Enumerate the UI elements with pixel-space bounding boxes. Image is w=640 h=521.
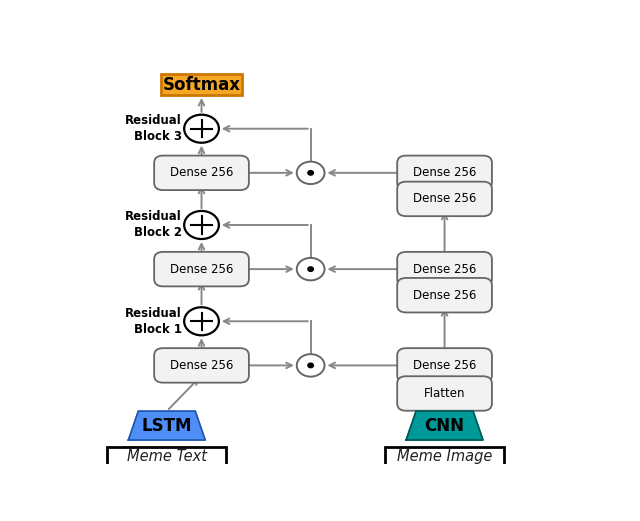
Circle shape xyxy=(308,267,314,271)
Polygon shape xyxy=(129,411,205,440)
Circle shape xyxy=(184,115,219,143)
FancyBboxPatch shape xyxy=(397,182,492,216)
Circle shape xyxy=(297,354,324,377)
Text: LSTM: LSTM xyxy=(141,417,192,435)
Text: Residual
Block 2: Residual Block 2 xyxy=(125,210,182,240)
Text: Flatten: Flatten xyxy=(424,387,465,400)
Circle shape xyxy=(308,170,314,175)
Circle shape xyxy=(184,307,219,336)
FancyBboxPatch shape xyxy=(397,348,492,382)
FancyBboxPatch shape xyxy=(397,278,492,313)
Text: Dense 256: Dense 256 xyxy=(413,192,476,205)
Circle shape xyxy=(308,363,314,368)
FancyBboxPatch shape xyxy=(397,156,492,190)
Text: Dense 256: Dense 256 xyxy=(170,166,233,179)
Text: Residual
Block 3: Residual Block 3 xyxy=(125,114,182,143)
Text: Dense 256: Dense 256 xyxy=(170,263,233,276)
Text: Dense 256: Dense 256 xyxy=(413,289,476,302)
FancyBboxPatch shape xyxy=(397,252,492,287)
FancyBboxPatch shape xyxy=(397,376,492,411)
Circle shape xyxy=(297,162,324,184)
FancyBboxPatch shape xyxy=(154,252,249,287)
Text: Residual
Block 1: Residual Block 1 xyxy=(125,307,182,336)
FancyBboxPatch shape xyxy=(154,156,249,190)
Text: Meme Image: Meme Image xyxy=(397,449,492,464)
Text: CNN: CNN xyxy=(424,417,465,435)
Text: Dense 256: Dense 256 xyxy=(170,359,233,372)
Text: Dense 256: Dense 256 xyxy=(413,263,476,276)
Text: Meme Text: Meme Text xyxy=(127,449,207,464)
Text: Dense 256: Dense 256 xyxy=(413,359,476,372)
FancyBboxPatch shape xyxy=(385,448,504,465)
Polygon shape xyxy=(406,411,483,440)
Text: Softmax: Softmax xyxy=(163,76,241,94)
Circle shape xyxy=(297,258,324,280)
Circle shape xyxy=(184,211,219,239)
Text: Dense 256: Dense 256 xyxy=(413,166,476,179)
FancyBboxPatch shape xyxy=(154,348,249,382)
FancyBboxPatch shape xyxy=(108,448,227,465)
FancyBboxPatch shape xyxy=(161,74,243,95)
